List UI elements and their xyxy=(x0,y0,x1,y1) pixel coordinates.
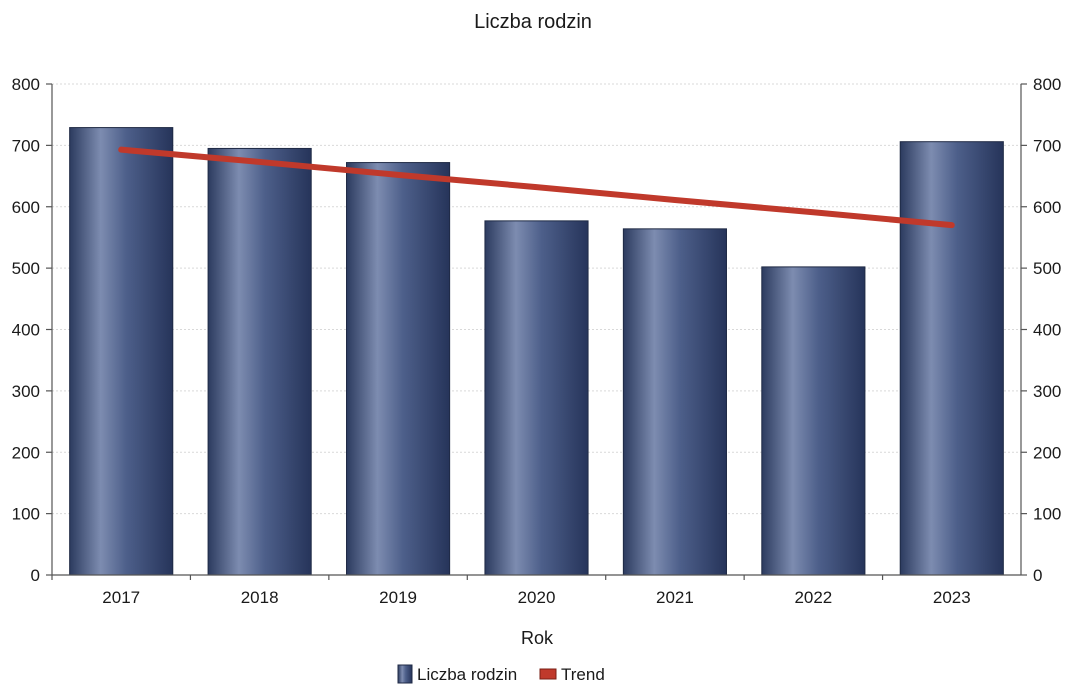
x-tick-label: 2018 xyxy=(241,588,279,607)
x-tick-label: 2021 xyxy=(656,588,694,607)
bar-2021 xyxy=(622,228,727,576)
bar-2022 xyxy=(761,266,866,576)
trend-series xyxy=(118,146,955,229)
y-tick-label-right: 800 xyxy=(1033,75,1061,94)
y-tick-label-right: 500 xyxy=(1033,259,1061,278)
y-tick-label-right: 0 xyxy=(1033,566,1042,585)
y-tick-label-right: 400 xyxy=(1033,321,1061,340)
chart-title: Liczba rodzin xyxy=(474,11,592,33)
y-tick-label-left: 300 xyxy=(12,382,40,401)
y-tick-label-left: 600 xyxy=(12,198,40,217)
legend-label-bars: Liczba rodzin xyxy=(417,665,517,684)
legend-swatch-bars xyxy=(397,664,413,684)
y-tick-label-left: 100 xyxy=(12,505,40,524)
y-tick-label-left: 700 xyxy=(12,136,40,155)
bar-2020 xyxy=(484,220,589,576)
bar-series xyxy=(69,127,1004,576)
legend-label-trend: Trend xyxy=(561,665,605,684)
axes: 0 0 100 100 200 200 300 300 400 400 500 500 600 600 70… xyxy=(12,75,1062,607)
y-tick-label-right: 300 xyxy=(1033,382,1061,401)
y-tick-label-right: 200 xyxy=(1033,443,1061,462)
x-tick-label: 2022 xyxy=(794,588,832,607)
x-axis-title: Rok xyxy=(521,628,554,648)
x-tick-label: 2017 xyxy=(102,588,140,607)
y-tick-label-left: 200 xyxy=(12,443,40,462)
y-tick-label-left: 400 xyxy=(12,321,40,340)
x-tick-label: 2019 xyxy=(379,588,417,607)
x-tick-label: 2023 xyxy=(933,588,971,607)
bar-2018 xyxy=(207,147,312,576)
x-tick-label: 2020 xyxy=(518,588,556,607)
y-tick-label-left: 800 xyxy=(12,75,40,94)
bar-2019 xyxy=(346,162,451,576)
trend-line xyxy=(118,146,955,229)
y-tick-label-right: 700 xyxy=(1033,136,1061,155)
y-tick-label-left: 0 xyxy=(31,566,40,585)
y-tick-label-left: 500 xyxy=(12,259,40,278)
y-tick-label-right: 100 xyxy=(1033,505,1061,524)
y-tick-label-right: 600 xyxy=(1033,198,1061,217)
legend: Liczba rodzin Trend xyxy=(397,664,605,684)
legend-swatch-trend xyxy=(539,668,557,680)
bar-2017 xyxy=(69,127,174,576)
bar-2023 xyxy=(899,141,1004,576)
